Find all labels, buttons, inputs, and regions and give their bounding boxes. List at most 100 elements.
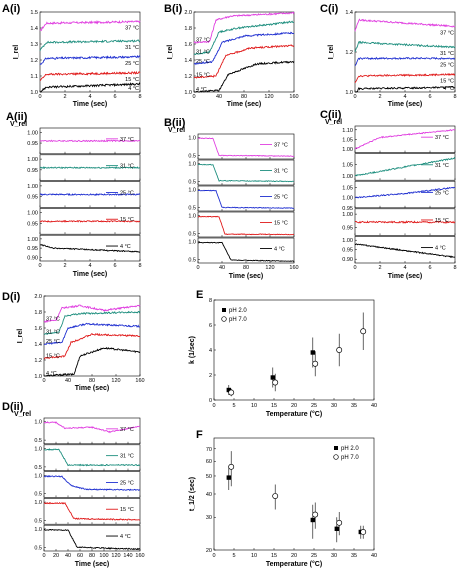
y-tick-label: 1.00 [27,130,38,136]
series-label: 4 °C [120,244,131,250]
x-tick-label: 40 [65,553,71,559]
y-tick-label: 1.0 [188,240,196,246]
x-axis-title: Time (sec) [75,561,110,568]
x-tick-label: 4 [403,265,406,271]
x-tick-label: 40 [371,553,377,559]
series-line [40,243,141,253]
x-tick-label: 120 [111,378,120,384]
y-tick-label: 0.5 [188,153,196,159]
data-point-ph7 [360,529,367,535]
series-line [355,186,456,199]
series-line [354,129,456,150]
series-label: 25 °C [125,61,139,67]
series-label: 37 °C [440,30,454,36]
y-tick-label: 0.5 [34,492,42,498]
series-line [43,310,141,335]
x-tick-label: 6 [113,94,116,100]
series-line [43,474,140,492]
y-axis-title: I_rel [328,45,335,59]
series-line [197,163,295,183]
y-tick-label: 1.00 [27,184,38,190]
y-tick-label: 1.6 [34,326,42,332]
x-tick-label: 0 [38,263,41,269]
series-label: 15 °C [196,73,210,79]
data-point-ph2 [226,387,231,393]
y-tick-label: 1.3 [30,42,38,48]
panel-label: A(ii) [6,111,28,123]
x-tick-label: 20 [291,553,297,559]
x-tick-label: 2 [378,265,381,271]
x-tick-label: 25 [311,553,317,559]
y-tick-label: 0.95 [27,221,38,227]
y-tick-label: 1.05 [342,163,353,169]
data-point-ph2 [310,350,315,355]
series-label: 4 °C [196,87,207,93]
y-tick-label: 1.0 [34,527,42,533]
y-tick-label: 0 [209,398,212,404]
y-tick-label: 1.00 [27,211,38,217]
x-axis-title: Time (sec) [388,273,423,280]
y-axis-title: I_rel [17,329,24,343]
x-tick-label: 4 [88,263,91,269]
y-tick-label: 1.0 [188,214,196,220]
series-line [193,44,295,79]
series-line [355,86,456,93]
x-tick-label: 40 [65,378,71,384]
y-tick-label: 1.0 [30,90,38,96]
x-tick-label: 5 [232,403,235,409]
series-label: 25 °C [435,190,449,196]
series-line [354,56,455,67]
y-axis-title: V_rel [168,127,185,134]
subplot-frame [39,181,141,208]
y-tick-label: 0.5 [34,438,42,444]
y-axis-title: V_rel [325,119,342,126]
legend-label: pH 2.0 [341,446,359,452]
x-tick-label: 120 [264,94,273,100]
series-line [39,139,141,143]
series-label: 37 °C [46,317,60,323]
x-tick-label: 35 [351,553,357,559]
series-line [43,528,141,551]
x-axis-title: Time (sec) [73,101,108,108]
legend-marker [221,316,227,322]
x-tick-label: 0 [353,94,356,100]
subplot-frame [354,153,456,181]
legend-marker [222,308,226,312]
y-tick-label: 30 [206,515,212,521]
panel-label: B(ii) [164,117,186,129]
x-tick-label: 0 [192,94,195,100]
y-tick-label: 1.0 [34,374,42,380]
x-tick-label: 60 [77,553,83,559]
y-tick-label: 40 [206,492,212,498]
y-tick-label: 1.4 [345,10,353,16]
legend-label: pH 7.0 [229,317,247,323]
x-tick-label: 2 [378,94,381,100]
y-axis-title: V_rel [14,411,31,418]
y-tick-label: 1.2 [184,74,192,80]
x-tick-label: 30 [331,403,337,409]
series-line [39,20,141,32]
panel-ci: C(i) 1.0 1.2 1.4 0 2 4 6 8 Time (sec) I_rel 37 °C 31… [320,3,457,108]
data-point-ph7 [228,463,235,470]
data-point-ph7 [360,328,367,335]
series-line [39,54,141,66]
x-tick-label: 4 [403,94,406,100]
data-point-ph7 [272,493,279,499]
legend-label: pH 2.0 [229,308,247,314]
series-label: 25 °C [440,62,454,68]
data-point-ph2 [270,375,275,380]
y-axis-title: V_rel [10,121,27,128]
x-axis-title: Time (sec) [227,101,262,108]
data-point-ph7 [336,519,343,526]
x-tick-label: 15 [271,553,277,559]
legend-marker [333,454,339,460]
series-line [354,18,456,32]
x-axis-title: Time (sec) [388,101,423,108]
series-label: 15 °C [435,218,449,224]
panel-e: E 0 5 10 15 20 25 30 35 40 0 2 4 6 8 Temperature (°C) k … [189,289,377,418]
y-tick-label: 1.00 [342,196,353,202]
x-tick-label: 140 [123,553,132,559]
data-point-ph7 [228,389,235,396]
series-label: 4 °C [128,86,139,92]
